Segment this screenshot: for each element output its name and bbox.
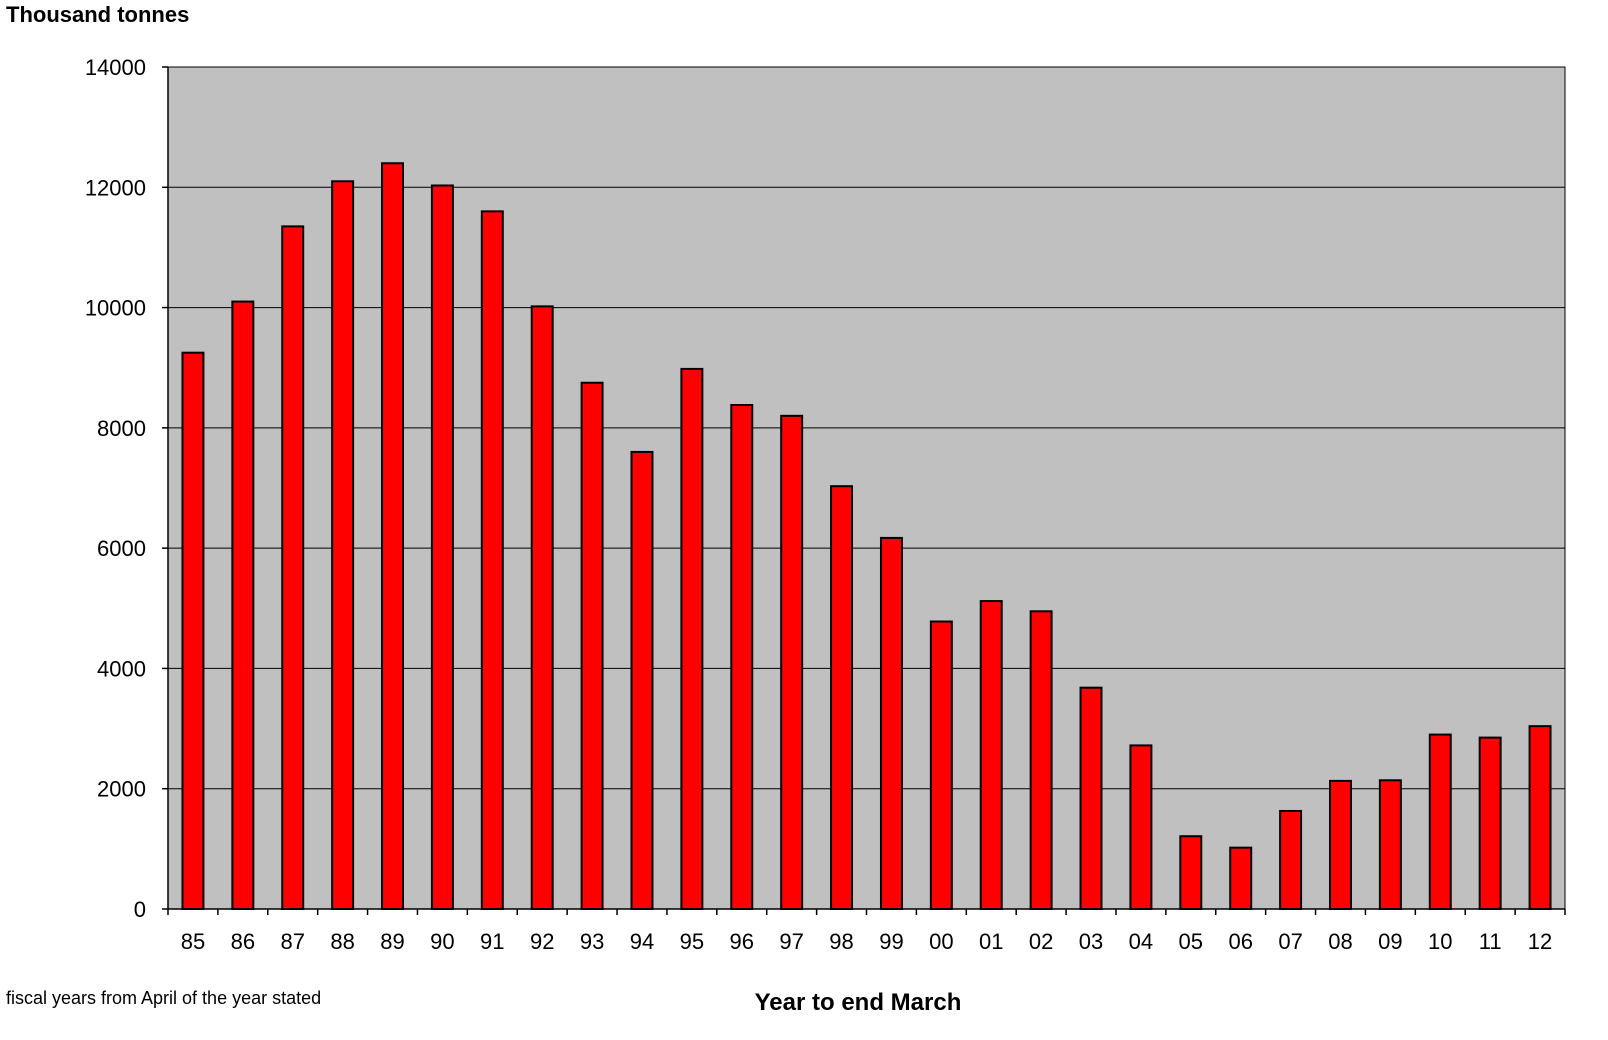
bar [331,180,355,910]
bar [730,404,754,910]
x-tick-label: 86 [231,929,255,954]
bar [1279,809,1303,911]
bar [680,367,704,911]
bar [1179,835,1203,911]
y-tick-label: 4000 [97,656,146,681]
bar [1129,744,1153,911]
x-tick-label: 89 [380,929,404,954]
x-tick-label: 99 [879,929,903,954]
y-tick-label: 14000 [85,55,146,80]
bar [430,184,454,910]
bar [879,536,903,910]
bar [979,600,1003,910]
bar [480,210,504,911]
y-tick-label: 10000 [85,296,146,321]
bar [1478,736,1502,910]
x-tick-label: 95 [680,929,704,954]
bar [780,414,804,910]
x-tick-label: 85 [181,929,205,954]
x-axis-label: Year to end March [755,989,962,1016]
x-tick-label: 12 [1528,929,1552,954]
x-tick-label: 11 [1479,929,1502,954]
y-axis-label: Thousand tonnes [6,2,189,27]
x-tick-label: 87 [280,929,304,954]
y-tick-label: 0 [134,897,146,922]
bar [181,351,205,910]
x-tick-label: 90 [430,929,454,954]
bars [181,162,1552,911]
x-tick-label: 00 [929,929,953,954]
x-tick-label: 91 [480,929,504,954]
bar [281,225,305,910]
x-tick-label: 01 [979,929,1003,954]
x-tick-label: 94 [630,929,654,954]
x-tick-label: 92 [530,929,554,954]
x-tick-label: 97 [779,929,803,954]
bar [530,305,554,910]
footnote: fiscal years from April of the year stat… [6,988,321,1008]
x-tick-label: 04 [1129,929,1153,954]
x-tick-label: 98 [829,929,853,954]
bar [1378,779,1402,911]
x-tick-labels: 85 86 87 88 89 90 91 92 93 94 95 96 97 98 99 00 01 02 03 04… [167,909,1566,954]
x-tick-label: 08 [1328,929,1352,954]
bar [381,162,404,910]
y-tick-labels: 0 2000 4000 6000 8000 10000 12000 14000 [85,55,168,922]
x-tick-label: 09 [1378,929,1402,954]
bar [929,620,953,910]
x-tick-label: 07 [1278,929,1302,954]
bar [1329,779,1352,910]
bar [1229,846,1253,911]
x-tick-label: 93 [580,929,604,954]
bar [1528,725,1552,910]
x-tick-label: 05 [1179,929,1203,954]
y-tick-label: 8000 [97,416,146,441]
x-tick-label: 10 [1428,929,1452,954]
bar [231,300,255,910]
x-tick-label: 06 [1228,929,1252,954]
y-tick-label: 2000 [97,777,146,802]
bar [830,485,854,910]
y-tick-label: 6000 [97,536,146,561]
x-tick-label: 96 [730,929,754,954]
y-tick-label: 12000 [85,175,146,200]
bar [580,381,604,910]
x-tick-label: 03 [1079,929,1103,954]
plot-area [167,66,1566,910]
bar [1029,610,1053,910]
bar [1428,733,1452,910]
x-tick-label: 02 [1029,929,1053,954]
bar [630,450,654,910]
x-tick-label: 88 [330,929,354,954]
bar [1079,686,1103,910]
